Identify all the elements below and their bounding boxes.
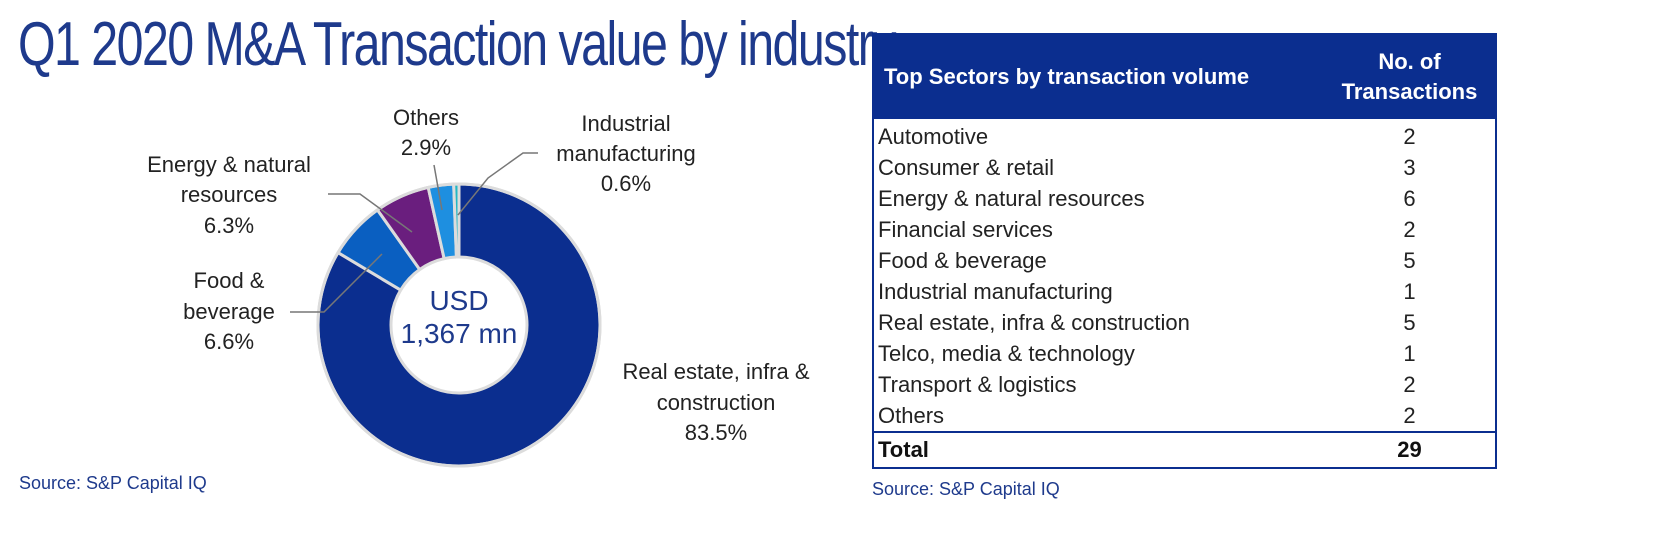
sector-count: 6 (1403, 185, 1416, 211)
leader-industrial (457, 152, 538, 216)
table-header-row: Top Sectors by transaction volume No. of… (873, 34, 1496, 119)
sector-name: Financial services (878, 216, 1053, 242)
sector-name: Energy & natural resources (878, 185, 1145, 211)
table-row: Energy & natural resources 6 (873, 183, 1496, 214)
label-real-estate: Real estate, infra & construction 83.5% (622, 359, 809, 445)
sector-name: Transport & logistics (878, 371, 1077, 397)
donut-outline (316, 182, 602, 468)
svg-text:83.5%: 83.5% (685, 420, 747, 445)
sector-name: Industrial manufacturing (878, 278, 1113, 304)
svg-text:2.9%: 2.9% (401, 135, 451, 160)
leader-food-beverage (290, 253, 383, 313)
svg-text:Industrial: Industrial (581, 111, 670, 136)
table-row: Others 2 (873, 400, 1496, 432)
page-title: Q1 2020 M&A Transaction value by industr… (18, 10, 896, 79)
table-source: Source: S&P Capital IQ (872, 479, 1060, 499)
table-row: Consumer & retail 3 (873, 152, 1496, 183)
sector-table: Top Sectors by transaction volume No. of… (872, 33, 1497, 469)
leader-others (433, 164, 443, 211)
svg-text:Real estate, infra &: Real estate, infra & (622, 359, 809, 384)
label-industrial: Industrial manufacturing 0.6% (556, 111, 695, 196)
sector-count: 2 (1403, 402, 1416, 428)
center-label-amount: 1,367 mn (401, 318, 518, 349)
label-food-beverage: Food & beverage 6.6% (183, 268, 275, 354)
sector-name: Real estate, infra & construction (878, 309, 1190, 335)
sector-count: 1 (1403, 340, 1416, 366)
svg-text:Energy & natural: Energy & natural (147, 152, 311, 177)
center-label-currency: USD (429, 285, 488, 316)
svg-text:beverage: beverage (183, 299, 275, 324)
sector-count: 2 (1403, 123, 1416, 149)
table-row: Automotive 2 (873, 119, 1496, 152)
header-sector: Top Sectors by transaction volume (873, 34, 1324, 119)
svg-text:resources: resources (181, 182, 278, 207)
sector-count: 2 (1403, 371, 1416, 397)
svg-text:construction: construction (657, 390, 776, 415)
sector-count: 5 (1403, 247, 1416, 273)
svg-text:Others: Others (393, 105, 459, 130)
header-count: No. of Transactions (1324, 34, 1496, 119)
svg-text:Food &: Food & (194, 268, 265, 293)
label-others: Others 2.9% (393, 105, 459, 160)
leader-energy (328, 193, 413, 233)
total-row: Total 29 (873, 431, 1496, 468)
svg-text:6.6%: 6.6% (204, 329, 254, 354)
label-energy: Energy & natural resources 6.3% (147, 152, 311, 238)
donut-slices (316, 182, 602, 468)
chart-source: Source: S&P Capital IQ (19, 473, 207, 493)
sector-count: 1 (1403, 278, 1416, 304)
leader-lines (290, 152, 538, 313)
total-label: Total (873, 431, 1324, 468)
table-row: Industrial manufacturing 1 (873, 276, 1496, 307)
svg-text:manufacturing: manufacturing (556, 141, 695, 166)
table-row: Transport & logistics 2 (873, 369, 1496, 400)
table-row: Financial services 2 (873, 214, 1496, 245)
sector-name: Consumer & retail (878, 154, 1055, 180)
table-row: Real estate, infra & construction 5 (873, 307, 1496, 338)
total-value: 29 (1324, 431, 1496, 468)
svg-text:0.6%: 0.6% (601, 171, 651, 196)
sector-count: 3 (1403, 154, 1416, 180)
sector-name: Others (878, 402, 945, 428)
svg-text:6.3%: 6.3% (204, 213, 254, 238)
sector-name: Food & beverage (878, 247, 1047, 273)
table-row: Food & beverage 5 (873, 245, 1496, 276)
sector-count: 2 (1403, 216, 1416, 242)
donut-chart: USD 1,367 mn Real estate, infra & constr… (147, 105, 810, 468)
sector-count: 5 (1403, 309, 1416, 335)
sector-name: Telco, media & technology (878, 340, 1135, 366)
table-row: Telco, media & technology 1 (873, 338, 1496, 369)
sector-name: Automotive (878, 123, 989, 149)
